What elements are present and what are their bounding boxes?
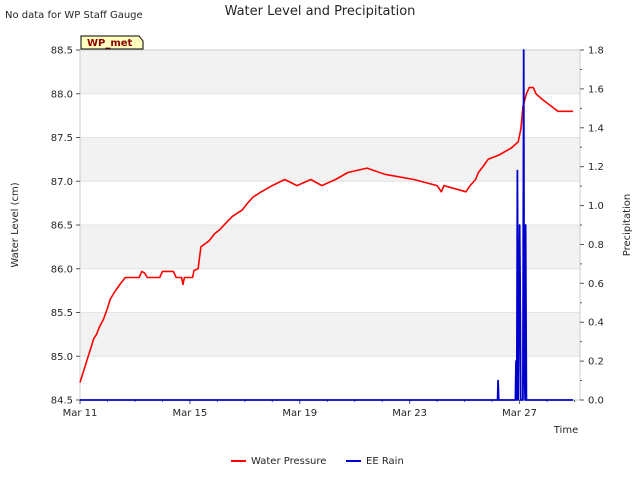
site-tag-box xyxy=(80,35,144,50)
y-right-tick-label: 0.6 xyxy=(588,279,604,290)
x-tick-label: Mar 23 xyxy=(392,408,427,419)
y-left-tick-label: 84.5 xyxy=(51,396,73,407)
y-right-tick-label: 0.8 xyxy=(588,240,604,251)
y-right-tick-label: 0.0 xyxy=(588,396,604,407)
y-left-tick-label: 88.5 xyxy=(51,46,73,57)
legend-label-ee-rain: EE Rain xyxy=(366,456,404,467)
x-tick-label: Mar 19 xyxy=(282,408,317,419)
y-left-tick-label: 86.5 xyxy=(51,221,73,232)
x-axis: Mar 11 Mar 15 Mar 19 Mar 23 Mar 27 xyxy=(63,400,576,419)
chart-title: Water Level and Precipitation xyxy=(225,4,416,19)
x-axis-title: Time xyxy=(553,425,578,436)
site-tag-label: WP_met xyxy=(87,38,133,49)
y-right-tick-label: 0.2 xyxy=(588,357,604,368)
series-line-ee-rain xyxy=(80,49,574,401)
y-left-tick-label: 85.5 xyxy=(51,308,73,319)
series-layer xyxy=(79,49,574,401)
x-tick-label: Mar 15 xyxy=(172,408,207,419)
no-data-note: No data for WP Staff Gauge xyxy=(5,10,143,21)
legend-label-water-pressure: Water Pressure xyxy=(251,456,326,467)
y-right-tick-label: 1.4 xyxy=(588,123,604,134)
y-axis-right: 0.0 0.2 0.4 0.6 0.8 1.0 1.2 1.4 1.6 1.8 xyxy=(580,46,604,407)
y-left-tick-label: 86.0 xyxy=(51,264,73,275)
y-axis-right-title: Precipitation xyxy=(622,194,633,257)
y-left-tick-label: 88.0 xyxy=(51,89,73,100)
y-right-tick-label: 1.6 xyxy=(588,84,604,95)
plot-band xyxy=(80,50,580,94)
plot-band xyxy=(80,312,580,357)
y-right-tick-label: 0.4 xyxy=(588,318,604,329)
plot-background-bands xyxy=(80,50,580,401)
site-tag: WP_met xyxy=(80,35,144,50)
y-left-tick-label: 87.5 xyxy=(51,133,73,144)
y-axis-left-title: Water Level (cm) xyxy=(10,182,21,267)
y-right-tick-label: 1.0 xyxy=(588,201,604,212)
y-right-tick-label: 1.2 xyxy=(588,162,604,173)
y-right-tick-label: 1.8 xyxy=(588,46,604,57)
series-line-water-pressure xyxy=(79,86,574,383)
y-axis-left: 84.5 85.0 85.5 86.0 86.5 87.0 87.5 88.0 88.5 xyxy=(51,46,80,407)
plot-band xyxy=(80,137,580,182)
legend: Water Pressure EE Rain xyxy=(231,456,404,467)
x-tick-label: Mar 27 xyxy=(502,408,537,419)
x-tick-label: Mar 11 xyxy=(63,408,98,419)
y-left-tick-label: 87.0 xyxy=(51,177,73,188)
plot-band xyxy=(80,225,580,269)
y-left-tick-label: 85.0 xyxy=(51,352,73,363)
